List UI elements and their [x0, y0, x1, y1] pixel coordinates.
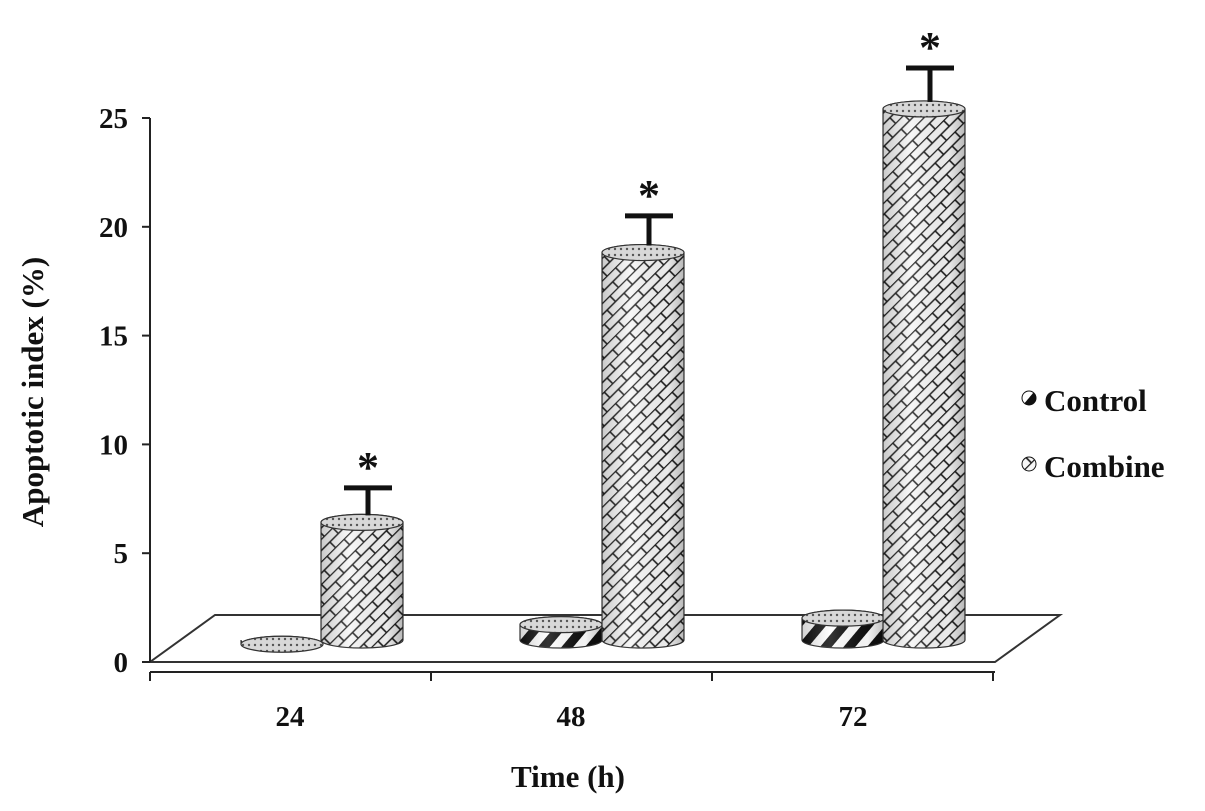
y-tick-label: 25 — [99, 103, 128, 135]
bar-top — [601, 243, 685, 262]
y-tick-group: 0 5 10 15 20 25 — [99, 103, 150, 679]
y-tick-label: 10 — [99, 429, 128, 461]
bar-shading — [602, 244, 684, 648]
bar-top — [240, 635, 324, 653]
y-tick-label: 0 — [114, 647, 129, 679]
bar-control-48 — [519, 616, 603, 649]
y-axis-title: Apoptotic index (%) — [15, 257, 50, 527]
bar-top — [519, 616, 603, 634]
significance-marker: * — [357, 443, 379, 492]
x-category-label: 48 — [557, 701, 586, 733]
bar-shading — [321, 514, 403, 648]
y-tick-label: 5 — [114, 538, 129, 570]
bar-combine-48: * — [601, 171, 685, 649]
x-category-group: 24 48 72 — [276, 701, 868, 733]
x-category-label: 24 — [276, 701, 305, 733]
legend-item-combine: Combine — [1021, 449, 1165, 484]
x-axis-title: Time (h) — [511, 759, 625, 794]
y-tick-label: 20 — [99, 212, 128, 244]
significance-marker: * — [919, 23, 941, 72]
bar-control-72 — [801, 609, 885, 649]
x-category-label: 72 — [839, 701, 868, 733]
legend-swatch-control — [1021, 390, 1037, 406]
legend-swatch-combine — [1021, 456, 1037, 472]
legend-label-control: Control — [1044, 383, 1147, 418]
legend-item-control: Control — [1021, 383, 1147, 418]
bar-group: * * * — [240, 23, 966, 653]
legend-label-combine: Combine — [1044, 449, 1165, 484]
bar-combine-72: * — [882, 23, 966, 649]
y-tick-label: 15 — [99, 321, 128, 353]
bar-top — [801, 609, 885, 627]
bar-top — [882, 100, 966, 118]
legend: Control Combine — [1021, 383, 1165, 484]
bar-combine-24: * — [320, 443, 404, 649]
bar-control-24 — [240, 635, 324, 653]
significance-marker: * — [638, 171, 660, 220]
bar-shading — [883, 100, 965, 649]
bar-top — [320, 513, 404, 531]
